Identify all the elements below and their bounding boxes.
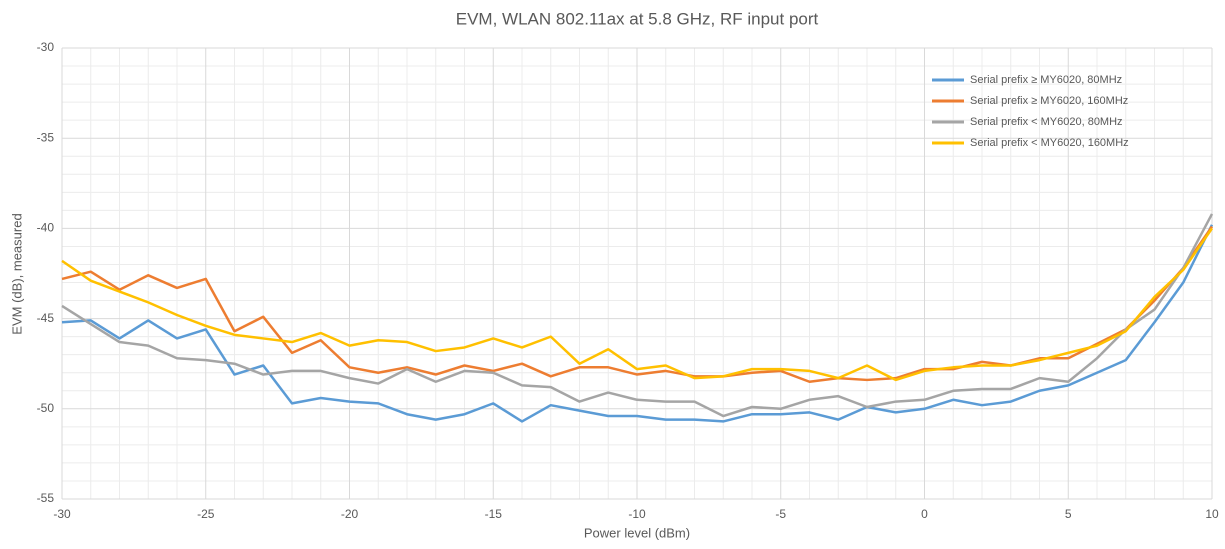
data-line [61, 224, 1214, 423]
x-tick-label: 5 [1065, 507, 1072, 521]
legend-label: Serial prefix < MY6020, 160MHz [970, 137, 1129, 149]
y-tick-label: -45 [37, 311, 55, 325]
x-tick-label: -15 [485, 507, 503, 521]
y-tick-label: -40 [37, 221, 55, 235]
y-axis-label: EVM (dB), measured [9, 213, 24, 334]
x-tick-label: -30 [53, 507, 71, 521]
x-tick-label: 0 [921, 507, 928, 521]
x-tick-label: -10 [628, 507, 646, 521]
x-axis-label: Power level (dBm) [584, 525, 690, 540]
data-line [61, 213, 1214, 418]
legend-label: Serial prefix ≥ MY6020, 160MHz [970, 95, 1128, 107]
data-line [61, 227, 1214, 382]
x-tick-label: 10 [1205, 507, 1219, 521]
x-tick-label: -20 [341, 507, 359, 521]
y-tick-label: -50 [37, 401, 55, 415]
y-tick-label: -55 [37, 491, 55, 505]
y-tick-label: -35 [37, 130, 55, 144]
legend-label: Serial prefix ≥ MY6020, 80MHz [970, 74, 1122, 86]
chart-title: EVM, WLAN 802.11ax at 5.8 GHz, RF input … [456, 9, 819, 28]
x-tick-label: -5 [775, 507, 786, 521]
x-tick-label: -25 [197, 507, 215, 521]
y-tick-label: -30 [37, 40, 55, 54]
legend-label: Serial prefix < MY6020, 80MHz [970, 116, 1123, 128]
